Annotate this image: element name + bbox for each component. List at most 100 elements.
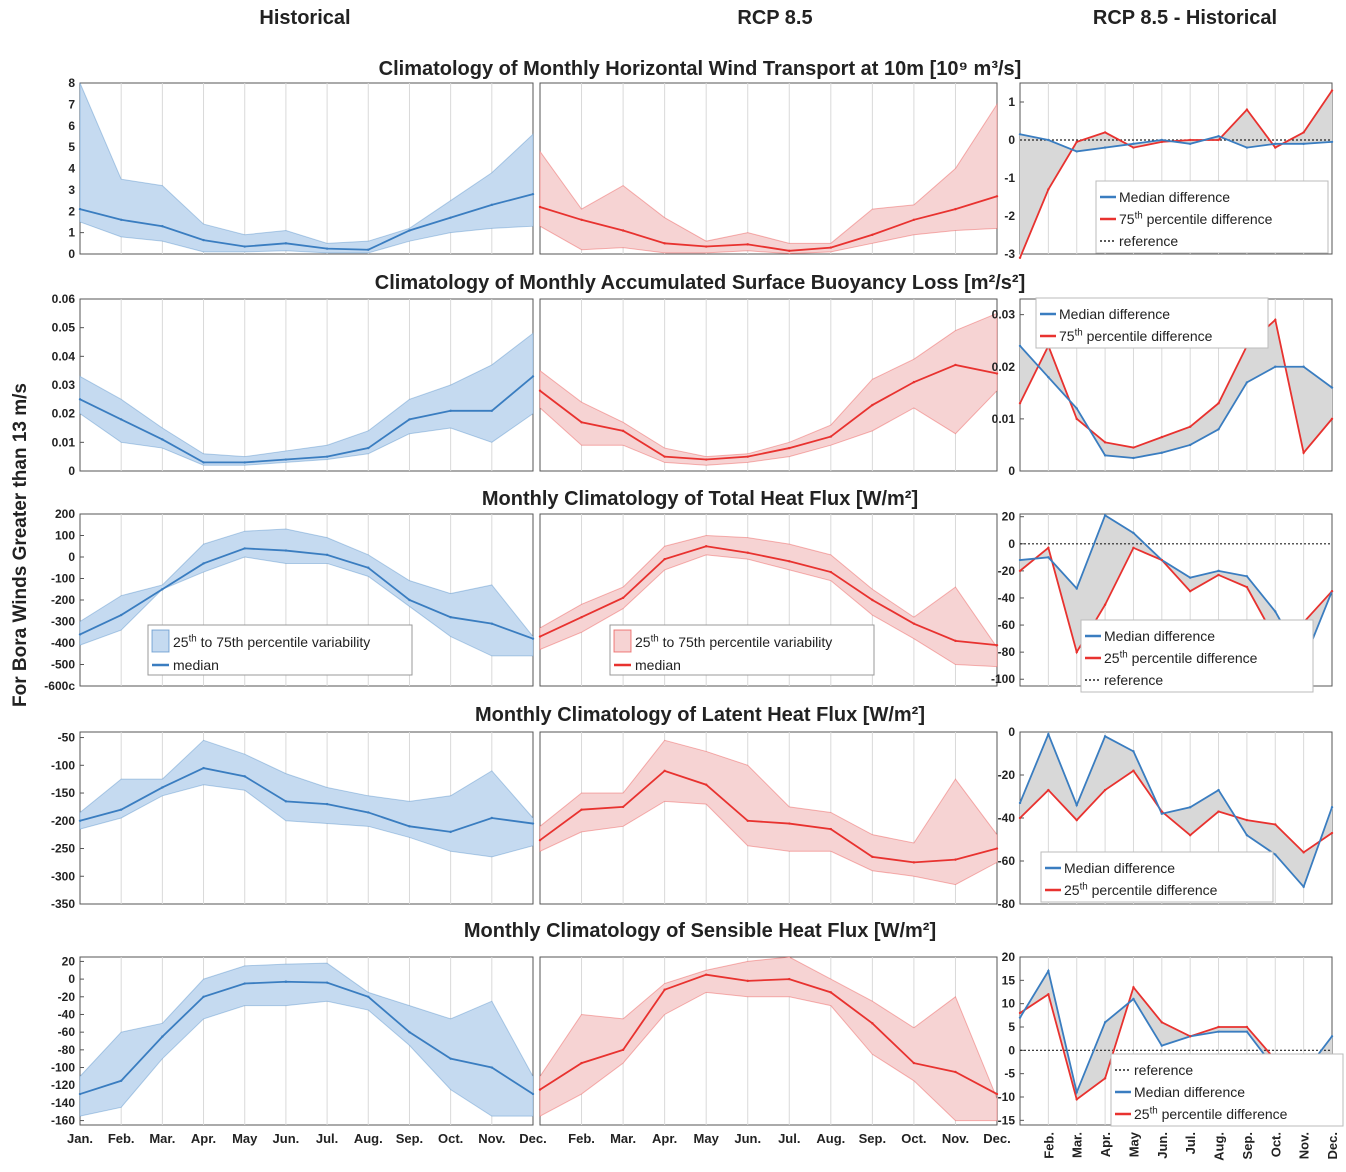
legend-box: [1095, 180, 1329, 254]
legend-label: 25th percentile difference: [1134, 1105, 1288, 1122]
x-tick-label: May: [232, 1131, 258, 1146]
median-point: [119, 218, 123, 221]
median-point: [829, 246, 833, 249]
median-difference-point: [1132, 142, 1135, 145]
percentile-difference-point: [1132, 146, 1135, 149]
y-tick-label: 0: [1008, 725, 1015, 739]
y-tick-label: -500: [51, 658, 75, 672]
difference-legend: Median difference 25th percentile differe…: [1080, 619, 1314, 693]
median-line: [539, 769, 998, 864]
y-tick-label: 0.02: [52, 407, 76, 421]
median-line: [79, 547, 534, 640]
median-point: [746, 551, 749, 554]
median-difference-point: [1047, 375, 1050, 379]
median-point: [912, 380, 916, 384]
median-point: [663, 557, 666, 561]
y-tick-label: -80: [58, 1043, 76, 1057]
y-tick-label: -40: [998, 591, 1016, 605]
percentile-difference-point: [1217, 573, 1220, 577]
panel-rcp85: [538, 731, 999, 905]
y-tick-label: -160: [51, 1114, 75, 1128]
y-tick-label: 0.05: [52, 321, 76, 335]
y-tick-label: -200: [51, 814, 75, 828]
median-point: [995, 643, 999, 647]
median-point: [704, 973, 708, 976]
percentile-difference-point: [1018, 816, 1022, 820]
y-tick-label: 1: [1008, 95, 1015, 109]
median-point: [161, 438, 164, 441]
median-difference-point: [1132, 750, 1135, 753]
legend-swatch-band: [151, 629, 170, 653]
x-tick-label: May: [1126, 1131, 1141, 1157]
panel-rcp85: 25th to 75th percentile variability media…: [538, 513, 999, 687]
percentile-difference-point: [1330, 589, 1334, 593]
x-tick-label: Jul.: [316, 1131, 338, 1146]
median-point: [449, 409, 452, 412]
median-point: [538, 838, 542, 842]
y-tick-label: 0: [1008, 464, 1015, 478]
median-point: [325, 553, 329, 557]
median-point: [161, 786, 164, 789]
panel-historical: -160 -140 -120 -100 -80 -60 -40 -20 0 20 Jan. Feb. M…: [51, 954, 547, 1146]
median-difference-point: [1217, 569, 1220, 573]
percentile-difference-point: [1302, 451, 1305, 454]
median-point: [367, 248, 370, 251]
percentile-difference-point: [1330, 831, 1334, 835]
median-point: [829, 435, 833, 438]
y-tick-label: 0: [68, 464, 75, 478]
x-tick-label: Apr.: [652, 1131, 677, 1146]
median-point: [284, 458, 288, 461]
percentile-difference-point: [1160, 140, 1164, 144]
x-tick-label: Jun.: [273, 1131, 300, 1146]
median-difference-point: [1075, 150, 1078, 153]
y-tick-label: 20: [1002, 950, 1016, 964]
legend-label-band: 25th to 75th percentile variability: [173, 633, 370, 650]
median-point: [871, 1022, 874, 1025]
median-point: [367, 566, 370, 569]
median-point: [704, 458, 708, 461]
median-difference-point: [1075, 587, 1078, 590]
legend-label: reference: [1104, 672, 1163, 688]
legend-label-band: 25th to 75th percentile variability: [635, 633, 832, 650]
percentile-difference-point: [1188, 425, 1192, 428]
median-point: [954, 858, 957, 861]
median-point: [325, 247, 329, 250]
median-point: [829, 570, 833, 574]
panel-historical: 0 1 2 3 4 5 6 7 8: [68, 76, 535, 261]
median-point: [995, 372, 999, 375]
median-point: [325, 981, 329, 984]
median-point: [78, 207, 82, 211]
median-point: [490, 1066, 494, 1069]
percentile-difference-point: [1330, 89, 1334, 92]
percentile-band: [79, 962, 534, 1117]
y-tick-label: -100: [991, 672, 1015, 686]
x-tick-label: Oct.: [438, 1131, 463, 1146]
median-difference-point: [1245, 834, 1249, 837]
percentile-difference-point: [1160, 435, 1164, 439]
median-difference-point: [1018, 133, 1022, 136]
chart-title: Climatology of Monthly Horizontal Wind T…: [379, 58, 1022, 80]
median-difference-point: [1103, 146, 1107, 149]
x-tick-label: Jun.: [734, 1131, 761, 1146]
percentile-difference-point: [1103, 603, 1107, 606]
median-point: [408, 598, 411, 602]
x-tick-label: Jul.: [778, 1131, 800, 1146]
median-point: [621, 229, 625, 232]
median-point: [78, 398, 82, 401]
median-point: [449, 216, 452, 219]
y-tick-label: -3: [1004, 247, 1015, 261]
y-tick-label: -300: [51, 615, 75, 629]
median-line: [79, 980, 534, 1095]
median-point: [490, 816, 494, 820]
x-tick-label: Feb.: [108, 1131, 135, 1146]
x-tick-label: Mar.: [149, 1131, 175, 1146]
legend-label-median: median: [173, 657, 219, 673]
y-tick-label: -400: [51, 636, 75, 650]
median-difference-point: [1274, 610, 1277, 613]
difference-fill: [1020, 971, 1332, 1100]
median-difference-point: [1018, 801, 1022, 805]
percentile-difference-point: [1188, 1035, 1192, 1038]
median-point: [621, 1048, 625, 1052]
panel-difference: -100 -80 -60 -40 -20 0 20 Median difference 25th…: [991, 510, 1334, 693]
